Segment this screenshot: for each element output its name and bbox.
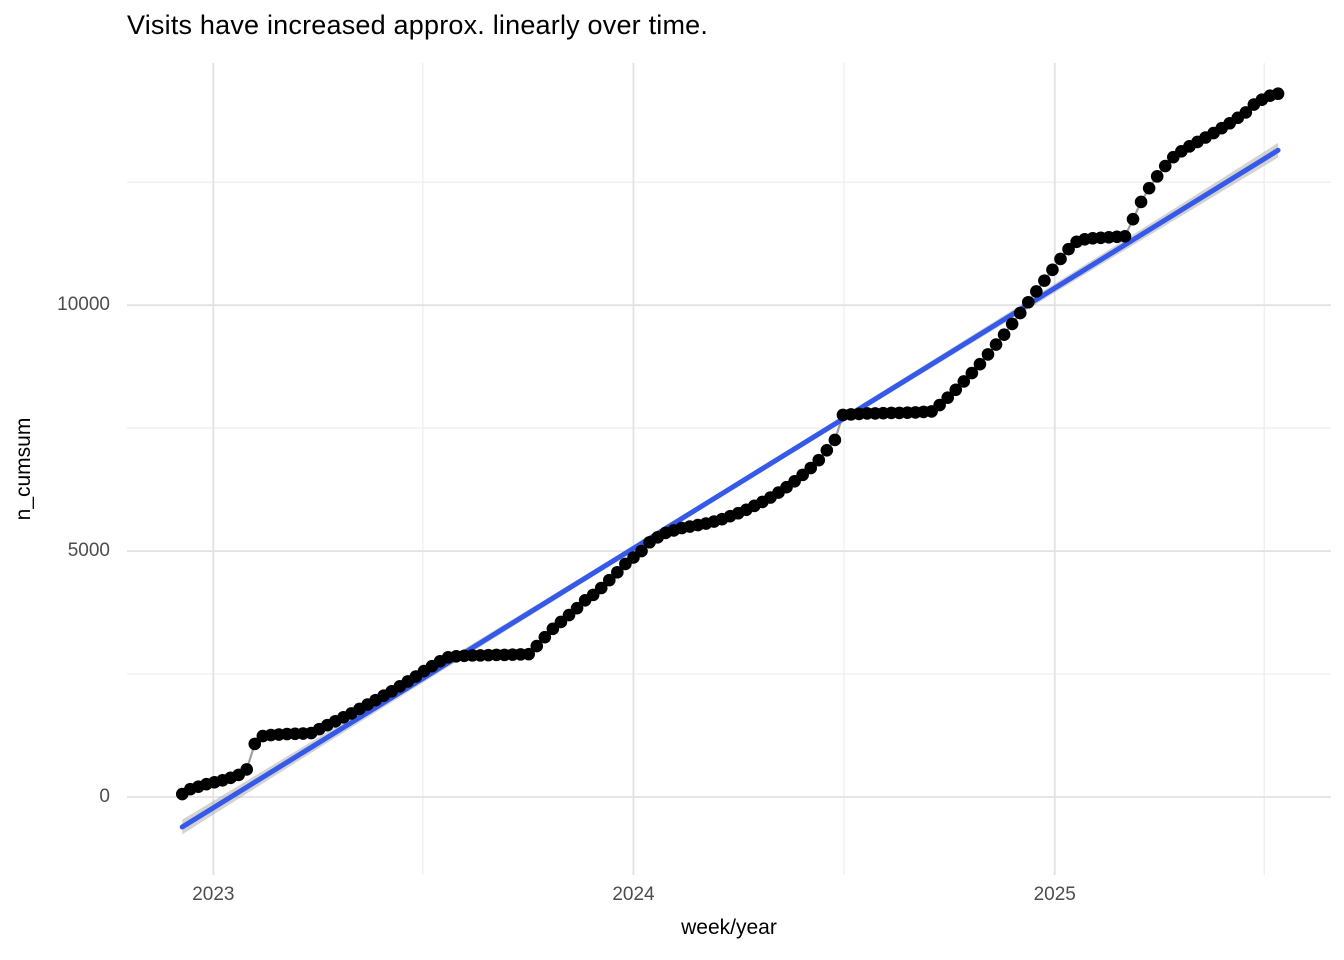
- data-point: [1271, 87, 1285, 101]
- data-point: [570, 601, 584, 615]
- data-point: [804, 461, 818, 475]
- data-point: [1054, 252, 1067, 266]
- data-point: [973, 357, 987, 371]
- data-point: [1013, 306, 1027, 320]
- data-point: [522, 647, 536, 661]
- data-connector: [181, 92, 1279, 795]
- data-point: [981, 348, 995, 361]
- data-point: [1005, 317, 1019, 331]
- chart-title: Visits have increased approx. linearly o…: [127, 10, 709, 40]
- data-point: [1062, 242, 1075, 256]
- data-point: [240, 763, 254, 776]
- data-point: [828, 433, 842, 447]
- data-point: [1239, 106, 1253, 119]
- data-point: [997, 328, 1011, 342]
- data-point: [594, 581, 608, 595]
- data-point: [933, 398, 946, 412]
- data-point: [1021, 295, 1035, 309]
- data-point: [530, 639, 544, 653]
- y-axis-title: n_cumsum: [12, 417, 35, 521]
- data-point: [1158, 159, 1172, 173]
- x-tick-label-2025: 2025: [1033, 884, 1076, 905]
- data-point: [1142, 181, 1156, 195]
- data-point: [1038, 274, 1051, 287]
- x-axis-title: week/year: [681, 916, 777, 939]
- data-point: [538, 630, 552, 644]
- data-point: [1118, 230, 1132, 243]
- data-point: [248, 737, 262, 751]
- y-tick-label-0: 0: [99, 786, 110, 807]
- data-point: [635, 544, 648, 558]
- trend-line: [179, 147, 1281, 830]
- data-point: [602, 573, 616, 587]
- data-point: [957, 375, 971, 388]
- x-tick-label-2024: 2024: [612, 884, 655, 905]
- data-point: [1126, 212, 1140, 226]
- data-point: [1030, 285, 1043, 298]
- data-point: [941, 391, 954, 404]
- data-point: [965, 366, 979, 380]
- data-point: [949, 383, 963, 397]
- y-tick-label-10000: 10000: [57, 294, 110, 316]
- data-point: [1134, 195, 1148, 209]
- data-point: [989, 338, 1003, 351]
- data-point: [1046, 263, 1059, 277]
- x-tick-label-2023: 2023: [192, 884, 235, 905]
- data-point: [1150, 170, 1164, 183]
- data-point: [812, 453, 826, 467]
- data-point: [611, 565, 624, 579]
- y-tick-label-5000: 5000: [67, 540, 110, 562]
- data-point: [820, 443, 834, 457]
